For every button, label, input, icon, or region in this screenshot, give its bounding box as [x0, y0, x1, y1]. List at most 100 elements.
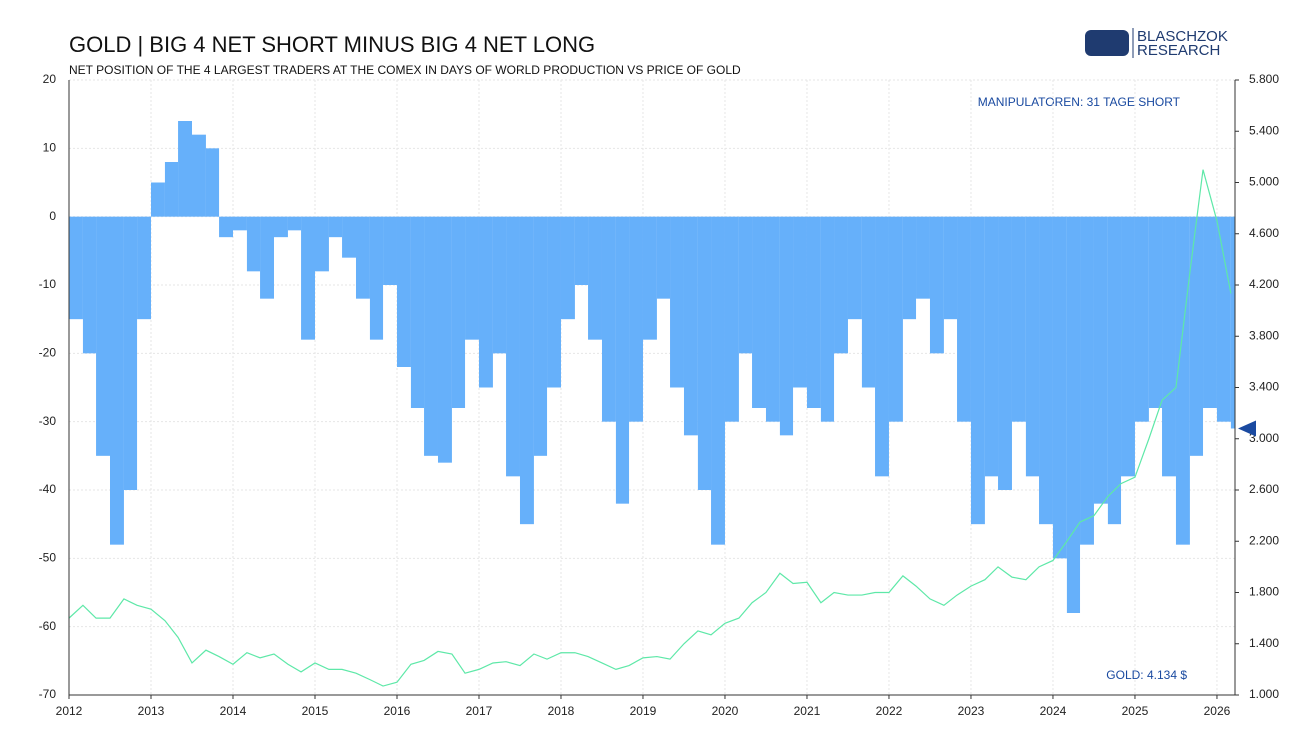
y2-tick-label: 3.400 [1249, 380, 1279, 394]
bar [1203, 216, 1217, 408]
bar [656, 216, 671, 299]
bar [670, 216, 684, 388]
x-tick-label: 2024 [1040, 704, 1067, 718]
bar [1148, 216, 1163, 408]
bar [1052, 216, 1067, 559]
bar [1121, 216, 1135, 477]
annotation: GOLD: 4.134 $ [1106, 668, 1187, 682]
bar [615, 216, 630, 504]
bar [109, 216, 124, 545]
bar [752, 216, 766, 408]
y-tick-label: -30 [39, 414, 57, 428]
x-tick-label: 2020 [712, 704, 739, 718]
bar [738, 216, 753, 354]
x-tick-label: 2016 [384, 704, 411, 718]
y-tick-label: -10 [39, 277, 57, 291]
bar [574, 216, 589, 285]
bar [451, 216, 466, 408]
last-value-marker [1238, 420, 1256, 437]
x-tick-label: 2014 [220, 704, 247, 718]
bar [1080, 216, 1094, 545]
bar [779, 216, 794, 436]
gold-line [68, 169, 1232, 687]
bar [150, 182, 165, 217]
bar [424, 216, 438, 456]
logo-text: BLASCHZOK [1137, 28, 1228, 45]
x-tick-label: 2013 [138, 704, 165, 718]
y2-tick-label: 5.800 [1249, 72, 1279, 86]
bar [724, 216, 739, 422]
bar [69, 216, 83, 320]
chart-title: GOLD | BIG 4 NET SHORT MINUS BIG 4 NET L… [69, 32, 595, 57]
bar [929, 216, 944, 354]
bar [683, 216, 698, 436]
bar [1230, 216, 1235, 429]
bar [875, 216, 889, 477]
bar [1189, 216, 1204, 456]
bar [328, 216, 343, 238]
bar [383, 216, 397, 285]
bar [246, 216, 261, 272]
bar [410, 216, 425, 408]
y2-tick-label: 4.600 [1249, 226, 1279, 240]
bar [793, 216, 807, 388]
y2-tick-label: 5.400 [1249, 123, 1279, 137]
bar [1093, 216, 1108, 504]
bar [1066, 216, 1081, 613]
bar [369, 216, 384, 340]
bar [232, 216, 247, 231]
bar [697, 216, 712, 490]
y-tick-label: -20 [39, 346, 57, 360]
y-tick-label: -60 [39, 619, 57, 633]
logo: BLASCHZOK RESEARCH [1085, 28, 1228, 59]
bar [970, 216, 985, 525]
bar [287, 216, 302, 231]
bar [1011, 216, 1026, 422]
bar [765, 216, 780, 422]
bar [861, 216, 876, 388]
bar [82, 216, 97, 354]
bar [547, 216, 561, 388]
bar [137, 216, 151, 320]
bar [492, 216, 507, 354]
bar [533, 216, 548, 456]
y2-tick-label: 4.200 [1249, 277, 1279, 291]
bar [711, 216, 725, 545]
y2-tick-label: 1.800 [1249, 585, 1279, 599]
bar [629, 216, 643, 422]
bar [957, 216, 971, 422]
y2-tick-label: 3.800 [1249, 328, 1279, 342]
bar [123, 216, 138, 490]
bar [478, 216, 493, 388]
x-tick-label: 2018 [548, 704, 575, 718]
bar [355, 216, 370, 299]
x-tick-label: 2017 [466, 704, 493, 718]
bar [1107, 216, 1122, 525]
bar [916, 216, 930, 299]
bar [437, 216, 452, 463]
y-tick-label: -50 [39, 551, 57, 565]
bar [1162, 216, 1176, 477]
x-tick-label: 2022 [876, 704, 903, 718]
x-tick-label: 2015 [302, 704, 329, 718]
y2-tick-label: 5.000 [1249, 175, 1279, 189]
bar [396, 216, 411, 367]
bar [888, 216, 903, 422]
y-tick-label: 20 [43, 72, 57, 86]
bar [601, 216, 616, 422]
bar [178, 121, 192, 217]
bar [219, 216, 233, 238]
y-tick-label: 0 [49, 209, 56, 223]
bar [806, 216, 821, 408]
bar [588, 216, 602, 340]
bar [902, 216, 917, 320]
bar [96, 216, 110, 456]
bar [1175, 216, 1190, 545]
chart-subtitle: NET POSITION OF THE 4 LARGEST TRADERS AT… [69, 63, 741, 77]
logo-text: RESEARCH [1137, 42, 1220, 59]
bar [205, 148, 220, 217]
bar [506, 216, 520, 477]
bar [314, 216, 329, 272]
bar [273, 216, 288, 238]
